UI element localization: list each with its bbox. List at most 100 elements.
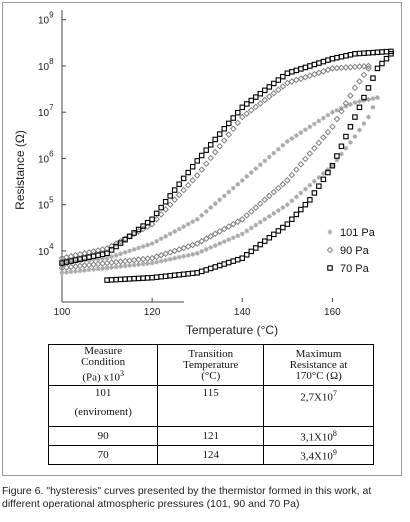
data-point (190, 251, 196, 257)
data-point (366, 114, 371, 120)
data-point (262, 216, 268, 222)
data-point (370, 75, 376, 81)
data-point (235, 233, 241, 239)
legend-item: 90 Pa (326, 245, 370, 257)
data-point (280, 73, 286, 80)
data-point (153, 274, 160, 280)
data-point (193, 172, 201, 179)
data-point (162, 273, 169, 279)
data-point (216, 228, 224, 235)
data-point (379, 60, 385, 67)
data-point (239, 231, 245, 237)
legend-item: 70 Pa (327, 263, 370, 275)
data-point (293, 76, 300, 84)
data-point (212, 243, 218, 248)
cell-resistance-value: 2,7X10 (300, 391, 333, 404)
data-point (374, 65, 381, 72)
data-point (167, 272, 173, 279)
data-point (234, 119, 242, 127)
data-point (275, 228, 282, 234)
data-point (109, 265, 114, 270)
data-point (244, 101, 250, 107)
data-point (180, 175, 187, 182)
y-tick-exponent: 8 (49, 57, 54, 66)
data-point (220, 225, 228, 233)
data-point (172, 255, 178, 261)
cell-condition: 90 (47, 426, 159, 446)
data-point (262, 158, 268, 164)
data-point (271, 211, 277, 216)
data-point (357, 127, 362, 133)
data-point (144, 219, 151, 226)
cell-resistance: 3,4X109 (263, 445, 374, 465)
data-point (356, 104, 363, 111)
data-point (302, 201, 309, 208)
data-point (347, 124, 354, 130)
data-point (181, 253, 187, 259)
y-tick-exponent: 4 (49, 242, 54, 251)
data-point (275, 208, 281, 213)
data-point (284, 177, 291, 184)
data-point (361, 98, 367, 103)
y-tick-label: 108 (38, 57, 54, 73)
data-point (311, 61, 318, 68)
data-point (270, 89, 278, 97)
data-point (230, 235, 236, 241)
data-point (216, 131, 223, 137)
data-point (221, 239, 227, 245)
data-point (284, 221, 291, 227)
data-point (136, 245, 142, 251)
y-tick-label: 107 (38, 103, 54, 119)
data-point (158, 258, 164, 264)
data-point (324, 128, 332, 136)
y-tick-exponent: 9 (49, 11, 54, 20)
data-point (226, 237, 232, 243)
data-point (207, 265, 214, 272)
data-point (348, 139, 353, 145)
data-point (334, 153, 340, 159)
header-measure-condition: Measure Condition (Pa) x103 (47, 344, 159, 386)
data-point (167, 231, 173, 237)
data-point (330, 109, 335, 115)
data-point (185, 221, 191, 227)
data-point (266, 235, 273, 241)
data-point (59, 270, 65, 276)
data-point (347, 92, 354, 99)
y-axis-title: Resistance (Ω) (13, 130, 27, 210)
header-maximum-resistance: Maximum Resistance at 170°C (Ω) (263, 344, 374, 386)
data-point (157, 211, 165, 218)
data-point (383, 55, 390, 62)
data-point (298, 66, 304, 72)
data-point (293, 67, 300, 74)
cell-resistance-exponent: 9 (332, 448, 337, 458)
data-point (293, 166, 300, 173)
data-point (181, 224, 187, 229)
data-point (316, 60, 322, 66)
data-point (253, 94, 259, 100)
data-point (104, 255, 110, 261)
data-point (360, 71, 368, 79)
data-point (163, 257, 169, 263)
data-point (104, 250, 110, 257)
data-point (153, 253, 160, 261)
data-point (194, 216, 200, 222)
data-point (284, 70, 291, 77)
data-point (307, 182, 313, 188)
data-point (167, 193, 173, 199)
x-tick-label: 160 (324, 307, 341, 318)
cell-temperature: 115 (157, 385, 265, 427)
data-point (189, 270, 196, 277)
data-point (320, 176, 327, 183)
data-point (180, 186, 187, 194)
data-point (149, 216, 155, 223)
cell-resistance-value: 3,4X10 (300, 450, 333, 463)
data-point (135, 226, 142, 233)
data-point (280, 205, 286, 210)
table-row: 90 121 3,1X108 (47, 426, 374, 446)
header-line: (Pa) x103 (51, 368, 155, 384)
data-point (122, 276, 128, 282)
data-point (225, 131, 233, 138)
x-tick-label: 100 (54, 307, 71, 318)
data-point (171, 272, 178, 278)
data-point (370, 96, 376, 101)
